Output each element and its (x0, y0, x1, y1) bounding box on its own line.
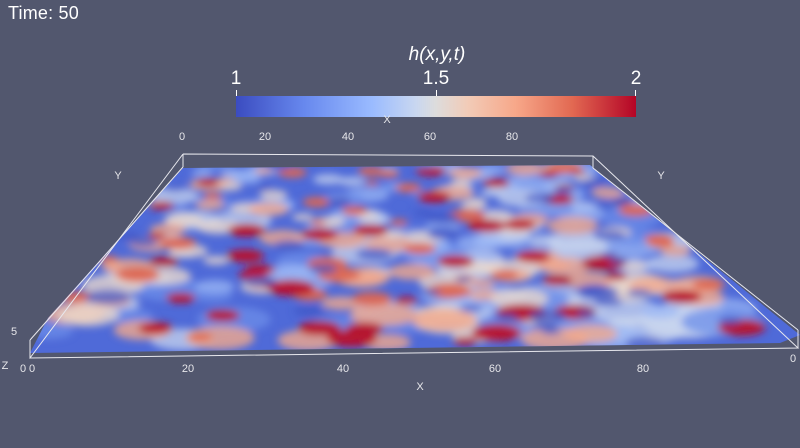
height-field-surface (30, 165, 800, 353)
x-front-origin-label: 0 (20, 363, 26, 375)
x-axis-back-title: X (383, 114, 391, 126)
colorbar-gradient (236, 96, 636, 117)
colorbar-mid-label: 1.5 (422, 68, 450, 89)
x-front-tick-80: 80 (637, 363, 649, 375)
time-label: Time: 50 (8, 3, 79, 23)
x-back-tick-80: 80 (506, 131, 518, 143)
x-axis-front-ticks: 0 0 20 40 60 80 0 X (20, 353, 796, 393)
x-front-tick-60: 60 (489, 363, 501, 375)
x-front-tick-40: 40 (337, 363, 349, 375)
x-back-tick-40: 40 (342, 131, 354, 143)
x-front-tick-0: 0 (29, 363, 35, 375)
x-back-tick-0: 0 (179, 131, 185, 143)
x-axis-back-ticks: 0 20 40 60 80 X (179, 114, 518, 143)
y-axis-title-left: Y (114, 170, 122, 182)
x-front-tick-20: 20 (182, 363, 194, 375)
x-axis-front-title: X (416, 381, 424, 393)
x-front-tick-end: 0 (790, 353, 796, 365)
colorbar-min-tickmark (236, 90, 237, 98)
x-back-tick-60: 60 (424, 131, 436, 143)
colorbar-max-label: 2 (630, 68, 642, 89)
z-axis-title: Z (2, 360, 9, 372)
y-axis-title-right: Y (657, 170, 665, 182)
colorbar-min-label: 1 (230, 68, 242, 89)
x-back-tick-20: 20 (259, 131, 271, 143)
axes-bounding-box (28, 153, 800, 359)
z-axis-tick-5: 5 (11, 326, 17, 338)
colorbar-title: h(x,y,t) (408, 44, 466, 65)
colorbar-max-tickmark (635, 90, 636, 98)
colorbar-mid-tickmark (436, 90, 437, 98)
